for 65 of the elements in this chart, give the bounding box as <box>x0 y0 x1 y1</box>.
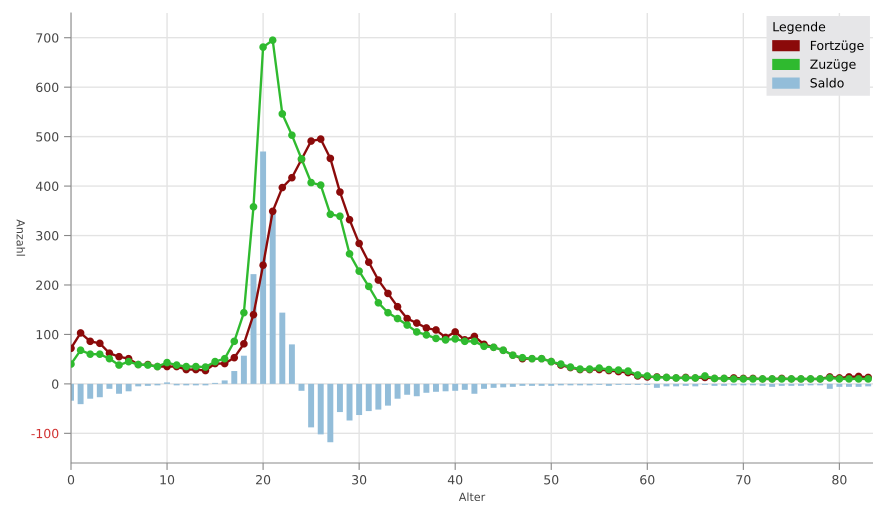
x-tick-label: 10 <box>160 475 174 484</box>
bar <box>336 384 343 412</box>
y-tick-label: 200 <box>36 280 58 290</box>
bar <box>288 344 295 384</box>
bar <box>414 384 420 396</box>
bar <box>366 384 372 412</box>
bar <box>222 380 228 384</box>
bar <box>500 384 506 388</box>
bar <box>462 384 468 390</box>
bar <box>490 384 497 388</box>
legend-label: Zuzüge <box>810 59 856 72</box>
bar <box>404 384 410 395</box>
y-tick-label: 400 <box>36 182 58 192</box>
bar <box>318 384 324 434</box>
bar <box>298 384 304 391</box>
bar <box>87 384 94 399</box>
bar <box>673 384 680 386</box>
bar <box>106 384 112 389</box>
bar <box>471 384 478 394</box>
bar <box>481 384 487 389</box>
y-axis-title: Anzahl <box>16 219 26 256</box>
bar <box>384 384 391 406</box>
bar <box>356 384 362 416</box>
bar <box>260 151 266 384</box>
x-tick-label: 80 <box>832 475 847 484</box>
bar <box>308 384 314 428</box>
x-tick-label: 70 <box>736 475 750 484</box>
legend-label: Saldo <box>810 78 844 88</box>
y-tick-label: 300 <box>36 231 58 240</box>
bar <box>279 312 286 384</box>
y-tick-label: 600 <box>36 82 58 92</box>
bar <box>346 384 353 420</box>
bar <box>126 384 132 392</box>
bar <box>664 384 670 386</box>
legend-label: Fortzüge <box>810 40 864 53</box>
bar <box>231 371 238 384</box>
x-tick-label: 20 <box>256 475 270 484</box>
bar <box>433 384 439 392</box>
bar <box>510 384 516 387</box>
x-tick-label: 60 <box>640 475 654 484</box>
bar <box>327 384 334 442</box>
y-tick-label: 0 <box>52 379 58 389</box>
bar <box>116 384 122 394</box>
y-tick-label: 700 <box>36 33 58 43</box>
bar <box>375 384 382 410</box>
bar <box>826 384 833 389</box>
x-tick-label: 30 <box>352 475 366 484</box>
bar <box>654 384 660 388</box>
y-tick-label: -100 <box>31 428 58 438</box>
bar <box>423 384 430 393</box>
bar <box>240 356 247 384</box>
legend-title: Legende <box>773 22 826 34</box>
bar <box>692 384 698 386</box>
x-tick-label: 40 <box>448 475 462 484</box>
x-tick-label: 0 <box>68 475 74 484</box>
bar <box>394 384 401 399</box>
y-tick-label: 500 <box>36 132 58 142</box>
bar <box>452 384 458 391</box>
y-tick-label: 100 <box>36 330 58 340</box>
bar <box>442 384 449 392</box>
bar <box>96 384 103 398</box>
x-axis-title: Alter <box>458 492 486 502</box>
bar <box>78 384 84 404</box>
x-tick-label: 50 <box>544 475 558 484</box>
bar <box>135 384 142 386</box>
